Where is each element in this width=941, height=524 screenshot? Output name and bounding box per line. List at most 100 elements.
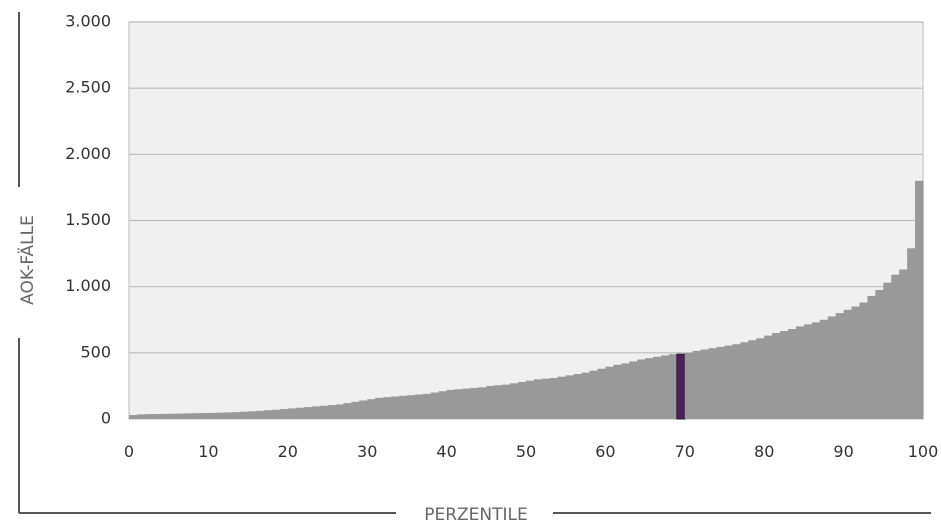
bar — [351, 401, 360, 419]
y-tick-label: 2.500 — [65, 78, 111, 97]
axis-frame — [18, 12, 931, 514]
bar — [629, 361, 638, 419]
bar — [581, 372, 591, 419]
bar — [406, 395, 416, 419]
bar — [533, 379, 543, 419]
bar — [184, 413, 194, 419]
bar — [788, 329, 797, 419]
bar — [271, 409, 281, 419]
bar — [883, 282, 892, 419]
bar — [605, 366, 614, 419]
y-tick-label: 3.000 — [65, 12, 111, 31]
bar — [541, 378, 551, 419]
bar — [518, 381, 527, 419]
bar — [478, 387, 487, 419]
bar — [208, 412, 217, 419]
y-tick-labels: 0 500 1.000 1.500 2.000 2.500 3.000 — [65, 12, 111, 428]
y-tick-label: 500 — [80, 342, 111, 361]
bar — [637, 359, 646, 419]
x-axis-title: PERZENTILE — [424, 505, 528, 524]
x-tick-labels: 0 10 20 30 40 50 60 70 80 90 100 — [124, 442, 938, 461]
bar — [803, 324, 813, 419]
bar — [295, 407, 305, 419]
bar — [263, 410, 273, 419]
x-tick-label: 60 — [595, 442, 615, 461]
bar — [621, 363, 630, 419]
y-tick-label: 2.000 — [65, 144, 111, 163]
bar — [645, 358, 654, 419]
bar — [216, 412, 225, 419]
bar — [668, 354, 678, 419]
bar — [565, 375, 575, 419]
bar — [875, 289, 884, 419]
bar — [502, 384, 511, 419]
x-tick-label: 0 — [124, 442, 134, 461]
bar — [335, 404, 344, 419]
x-tick-label: 50 — [516, 442, 536, 461]
x-tick-label: 90 — [833, 442, 853, 461]
bar — [494, 385, 503, 419]
bar — [700, 349, 710, 419]
bar — [248, 411, 257, 419]
bar — [573, 374, 583, 419]
bar — [375, 397, 384, 419]
bar — [835, 313, 845, 419]
bar — [192, 413, 202, 419]
bar — [367, 399, 376, 419]
x-tick-label: 100 — [908, 442, 939, 461]
bar — [851, 306, 861, 419]
bar — [764, 335, 773, 419]
bar — [383, 397, 392, 419]
bar — [152, 413, 162, 419]
bar — [168, 413, 178, 419]
bar — [867, 295, 876, 419]
bar — [597, 368, 606, 419]
bar — [343, 403, 352, 419]
bar — [557, 376, 567, 419]
bar — [438, 391, 448, 419]
bar — [732, 344, 741, 419]
bar — [303, 407, 313, 419]
bar — [795, 326, 805, 419]
bar — [780, 330, 789, 419]
bar — [772, 332, 781, 419]
highlighted-bar — [676, 353, 686, 420]
bar — [653, 356, 662, 419]
bar — [915, 180, 924, 419]
bar — [160, 413, 170, 419]
bar — [811, 322, 821, 419]
bar — [740, 342, 749, 419]
bar — [462, 388, 472, 419]
bar — [256, 410, 265, 419]
bar — [486, 385, 495, 419]
bar — [279, 409, 289, 419]
bar — [287, 408, 297, 419]
y-tick-label: 0 — [101, 409, 111, 428]
bar — [136, 414, 146, 419]
bar — [311, 406, 321, 419]
y-axis-title: AOK-FÄLLE — [17, 215, 38, 305]
bar — [359, 400, 368, 419]
bar — [660, 355, 670, 419]
bar — [129, 415, 138, 419]
bar — [891, 274, 900, 419]
bar — [319, 405, 329, 419]
y-tick-label: 1.500 — [65, 210, 111, 229]
bar — [843, 309, 853, 419]
x-tick-label: 30 — [357, 442, 377, 461]
bar — [422, 393, 432, 419]
bar — [692, 350, 702, 419]
bar — [144, 414, 154, 419]
bar — [716, 346, 726, 419]
bar — [240, 411, 249, 419]
bar — [756, 338, 765, 419]
x-tick-label: 40 — [436, 442, 456, 461]
bar — [899, 269, 908, 419]
bar — [454, 389, 464, 419]
bar — [430, 392, 440, 419]
x-tick-label: 20 — [278, 442, 298, 461]
bar — [748, 340, 757, 419]
bar — [414, 394, 424, 419]
bar — [526, 380, 535, 419]
